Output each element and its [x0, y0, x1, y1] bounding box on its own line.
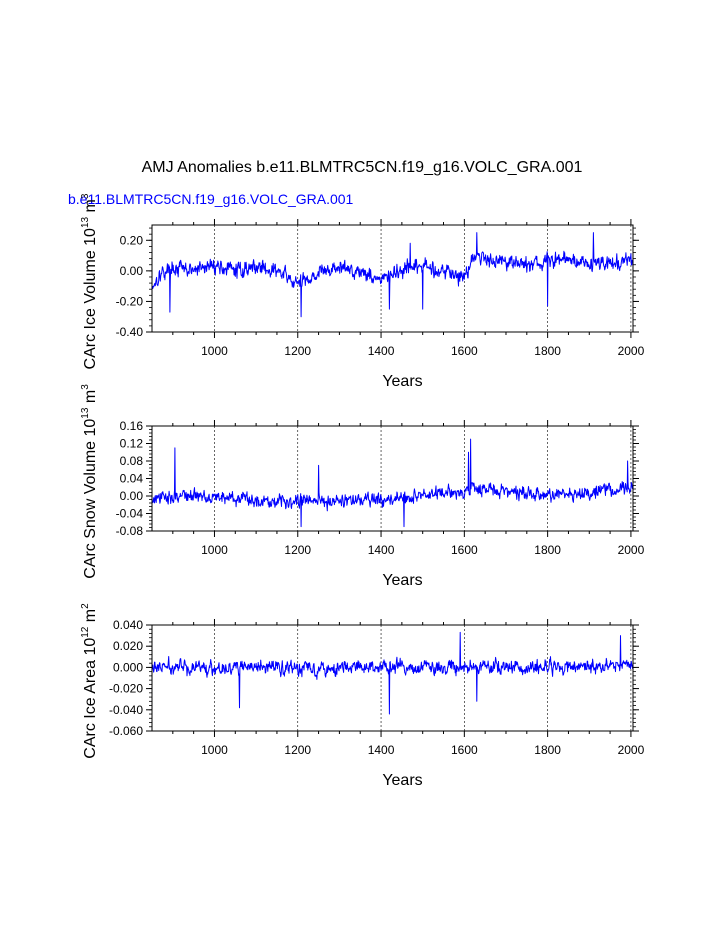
x-tick-label: 1200 — [284, 543, 311, 557]
plot-frame — [151, 624, 634, 732]
y-tick-label: 0.12 — [120, 437, 144, 451]
x-tick-label: 1200 — [284, 743, 311, 757]
y-axis-label-unit-exp: 2 — [80, 603, 91, 609]
y-axis-label-exp: 12 — [80, 626, 91, 638]
plot-frame — [151, 425, 634, 532]
y-tick-label: 0.20 — [120, 233, 144, 247]
y-axis-label-unit-exp: 3 — [80, 193, 91, 199]
chart-subtitle: b.e11.BLMTRC5CN.f19_g16.VOLC_GRA.001 — [68, 191, 354, 207]
y-tick-label: 0.04 — [120, 472, 144, 486]
x-tick-label: 2000 — [618, 743, 645, 757]
x-axis-label: Years — [382, 772, 422, 789]
chart-title: AMJ Anomalies b.e11.BLMTRC5CN.f19_g16.VO… — [142, 159, 583, 176]
x-tick-label: 1400 — [368, 743, 395, 757]
y-tick-label: 0.040 — [113, 618, 143, 632]
x-tick-label: 1600 — [451, 743, 478, 757]
y-tick-label: 0.020 — [113, 639, 143, 653]
y-tick-label: -0.040 — [109, 703, 143, 717]
x-axis-label: Years — [382, 572, 422, 589]
x-tick-label: 1800 — [534, 543, 561, 557]
x-tick-label: 1800 — [534, 743, 561, 757]
y-axis-label-text: CArc Ice Area 10 — [82, 638, 99, 759]
x-tick-label: 1000 — [201, 344, 228, 358]
panel-ice-volume: 1000 1200 1400 1600 1800 2000 -0.40 -0.20 0.00 0.… — [80, 193, 645, 390]
x-tick-label: 1400 — [368, 543, 395, 557]
x-tick-label: 2000 — [618, 543, 645, 557]
series-line — [151, 631, 634, 715]
y-axis-label-unit: m — [82, 199, 99, 217]
y-axis-label-unit-exp: 3 — [80, 384, 91, 390]
x-tick-label: 1000 — [201, 543, 228, 557]
y-tick-label: 0.00 — [120, 489, 144, 503]
y-axis-label-text: CArc Snow Volume 10 — [82, 419, 99, 579]
x-tick-label: 1800 — [534, 344, 561, 358]
y-tick-label: 0.16 — [120, 419, 144, 433]
y-tick-label: -0.08 — [116, 524, 144, 538]
x-tick-label: 1200 — [284, 344, 311, 358]
y-axis-label: CArc Snow Volume 1013 m3 — [80, 384, 99, 579]
series-line — [151, 232, 634, 318]
series-line — [151, 438, 634, 528]
x-tick-label: 1000 — [201, 743, 228, 757]
y-axis-label-unit: m — [82, 390, 99, 408]
plot-frame — [151, 224, 634, 333]
y-tick-label: -0.060 — [109, 724, 143, 738]
y-axis-label-unit: m — [82, 609, 99, 627]
y-tick-label: -0.04 — [116, 507, 144, 521]
x-axis-label: Years — [382, 373, 422, 390]
y-tick-label: 0.00 — [120, 264, 144, 278]
y-axis-label: CArc Ice Area 1012 m2 — [80, 603, 99, 759]
y-axis-label: CArc Ice Volume 1013 m3 — [80, 193, 99, 369]
y-axis-label-exp: 13 — [80, 407, 91, 419]
x-tick-label: 1400 — [368, 344, 395, 358]
y-tick-label: -0.40 — [116, 325, 144, 339]
y-tick-label: -0.20 — [116, 294, 144, 308]
x-tick-label: 1600 — [451, 344, 478, 358]
y-tick-label: 0.08 — [120, 454, 144, 468]
y-axis-label-exp: 13 — [80, 216, 91, 228]
y-axis-label-text: CArc Ice Volume 10 — [82, 228, 99, 370]
panels: 1000 1200 1400 1600 1800 2000 -0.40 -0.20 0.00 0.… — [80, 193, 645, 789]
x-tick-label: 1600 — [451, 543, 478, 557]
panel-ice-area: 1000 1200 1400 1600 1800 2000 -0.060 -0.040 -0.0… — [80, 603, 645, 789]
panel-snow-volume: 1000 1200 1400 1600 1800 2000 -0.08 -0.04 0.00 0.… — [80, 384, 645, 589]
y-tick-label: -0.020 — [109, 682, 143, 696]
y-tick-label: 0.000 — [113, 660, 143, 674]
x-tick-label: 2000 — [618, 344, 645, 358]
